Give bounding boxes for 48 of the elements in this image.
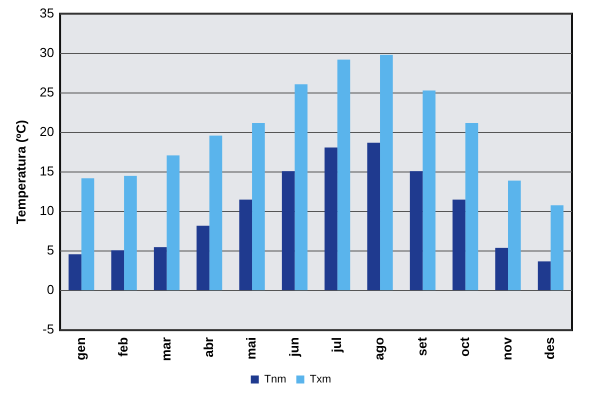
bar — [209, 136, 222, 290]
x-tick-label: nov — [500, 336, 515, 360]
x-tick-label: mar — [158, 337, 174, 362]
x-tick-label: jun — [286, 337, 302, 358]
bar — [452, 200, 466, 290]
bar — [111, 250, 124, 290]
x-tick-label: abr — [200, 337, 216, 358]
y-tick-label: 15 — [40, 164, 54, 179]
y-axis-title: Temperatura (ºC) — [13, 120, 28, 224]
y-tick-label: 25 — [40, 84, 54, 100]
y-tick-label: 20 — [40, 124, 54, 140]
x-tick-label: ago — [372, 337, 387, 360]
bar — [324, 147, 338, 290]
bar — [495, 248, 508, 290]
x-tick-label: oct — [456, 336, 472, 357]
y-tick-label: 0 — [46, 282, 54, 298]
x-tick-label: des — [542, 337, 558, 360]
y-tick-label: 10 — [40, 203, 54, 218]
y-tick-label: -5 — [42, 322, 54, 337]
y-tick-label: 30 — [40, 44, 54, 60]
bar — [380, 54, 393, 290]
y-tick-label: 5 — [46, 242, 54, 258]
x-tick-label: jul — [328, 337, 344, 354]
bar — [239, 200, 252, 290]
bar — [508, 180, 521, 290]
bar — [422, 90, 436, 290]
x-tick-label: gen — [72, 337, 88, 360]
legend-label: Tnm — [264, 374, 286, 386]
bar — [410, 171, 423, 290]
bar — [252, 122, 265, 290]
bar — [367, 142, 380, 290]
bar — [166, 155, 180, 290]
bar — [538, 261, 551, 290]
bar — [282, 171, 295, 290]
bar — [154, 247, 167, 290]
bar — [465, 122, 478, 290]
bar — [81, 178, 94, 290]
legend-label: Txm — [310, 374, 332, 386]
bar — [337, 60, 350, 290]
bar — [68, 254, 82, 290]
bar — [294, 84, 308, 290]
x-tick-label: set — [414, 336, 430, 356]
bar — [550, 205, 564, 290]
x-tick-label: mai — [244, 337, 259, 360]
y-tick-label: 35 — [40, 5, 54, 20]
bar — [196, 226, 210, 290]
bar — [124, 176, 137, 290]
x-tick-label: feb — [116, 337, 131, 357]
